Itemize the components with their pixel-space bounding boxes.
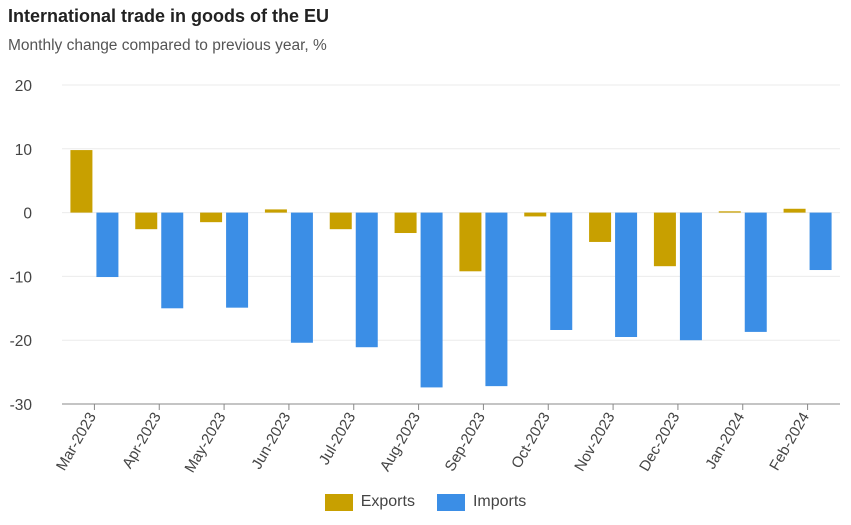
- bar-imports[interactable]: [290, 212, 313, 343]
- bar-exports[interactable]: [135, 212, 158, 230]
- x-tick-label: Jan-2024: [702, 410, 748, 473]
- bar-exports[interactable]: [459, 212, 482, 272]
- x-tick-label: Jul-2023: [316, 410, 359, 468]
- bar-exports[interactable]: [718, 211, 741, 213]
- x-tick-label: Apr-2023: [119, 410, 165, 472]
- y-tick-label: -30: [10, 397, 33, 414]
- y-tick-label: 10: [15, 142, 33, 159]
- x-tick-label: Feb-2024: [766, 410, 813, 474]
- bar-exports[interactable]: [783, 208, 806, 213]
- bar-exports[interactable]: [394, 212, 417, 234]
- x-tick-label: Jun-2023: [248, 410, 294, 473]
- chart-subtitle: Monthly change compared to previous year…: [8, 37, 327, 54]
- bar-imports[interactable]: [96, 212, 119, 278]
- bar-imports[interactable]: [485, 212, 508, 387]
- legend-swatch-exports: [324, 493, 353, 511]
- x-tick-label: Nov-2023: [571, 410, 618, 475]
- legend-swatch-imports: [436, 493, 465, 511]
- bars: [70, 150, 832, 388]
- x-axis-tick-labels: Mar-2023 Apr-2023 May-2023 Jun-2023 Jul-2023…: [53, 409, 813, 475]
- bar-exports[interactable]: [200, 212, 223, 223]
- y-tick-label: -10: [10, 269, 33, 286]
- bar-imports[interactable]: [744, 212, 767, 332]
- y-axis-tick-labels: 20 10 0 -10 -20 -30: [10, 78, 33, 414]
- x-tick-label: Mar-2023: [53, 410, 100, 474]
- bar-exports[interactable]: [524, 212, 547, 217]
- y-tick-label: 20: [15, 78, 33, 95]
- bar-exports[interactable]: [329, 212, 352, 230]
- bar-imports[interactable]: [420, 212, 443, 388]
- gridlines: [62, 84, 840, 341]
- bar-exports[interactable]: [70, 150, 93, 213]
- bar-imports[interactable]: [226, 212, 249, 308]
- x-axis: [62, 403, 840, 410]
- bar-imports[interactable]: [355, 212, 378, 348]
- x-tick-label: Dec-2023: [636, 410, 683, 475]
- bar-exports[interactable]: [589, 212, 612, 242]
- x-tick-label: Oct-2023: [508, 410, 554, 472]
- chart-title: International trade in goods of the EU: [8, 6, 330, 26]
- y-tick-label: 0: [23, 206, 32, 223]
- x-tick-label: Aug-2023: [377, 410, 424, 475]
- legend-item-imports[interactable]: Imports: [436, 493, 527, 511]
- bar-exports[interactable]: [264, 209, 287, 213]
- bar-imports[interactable]: [809, 212, 832, 271]
- bar-exports[interactable]: [653, 212, 676, 267]
- legend-label-exports: Exports: [360, 493, 415, 510]
- bar-chart: 20 10 0 -10 -20 -30 Mar-2023 Apr-2023 May-2023 J…: [10, 78, 840, 476]
- bar-imports[interactable]: [615, 212, 638, 338]
- legend: Exports Imports: [0, 493, 851, 511]
- bar-imports[interactable]: [161, 212, 184, 309]
- x-tick-label: Sep-2023: [442, 409, 489, 474]
- legend-item-exports[interactable]: Exports: [324, 493, 415, 511]
- y-tick-label: -20: [10, 333, 33, 350]
- legend-label-imports: Imports: [472, 493, 527, 510]
- bar-imports[interactable]: [679, 212, 702, 341]
- bar-imports[interactable]: [550, 212, 573, 330]
- x-tick-label: May-2023: [181, 410, 229, 476]
